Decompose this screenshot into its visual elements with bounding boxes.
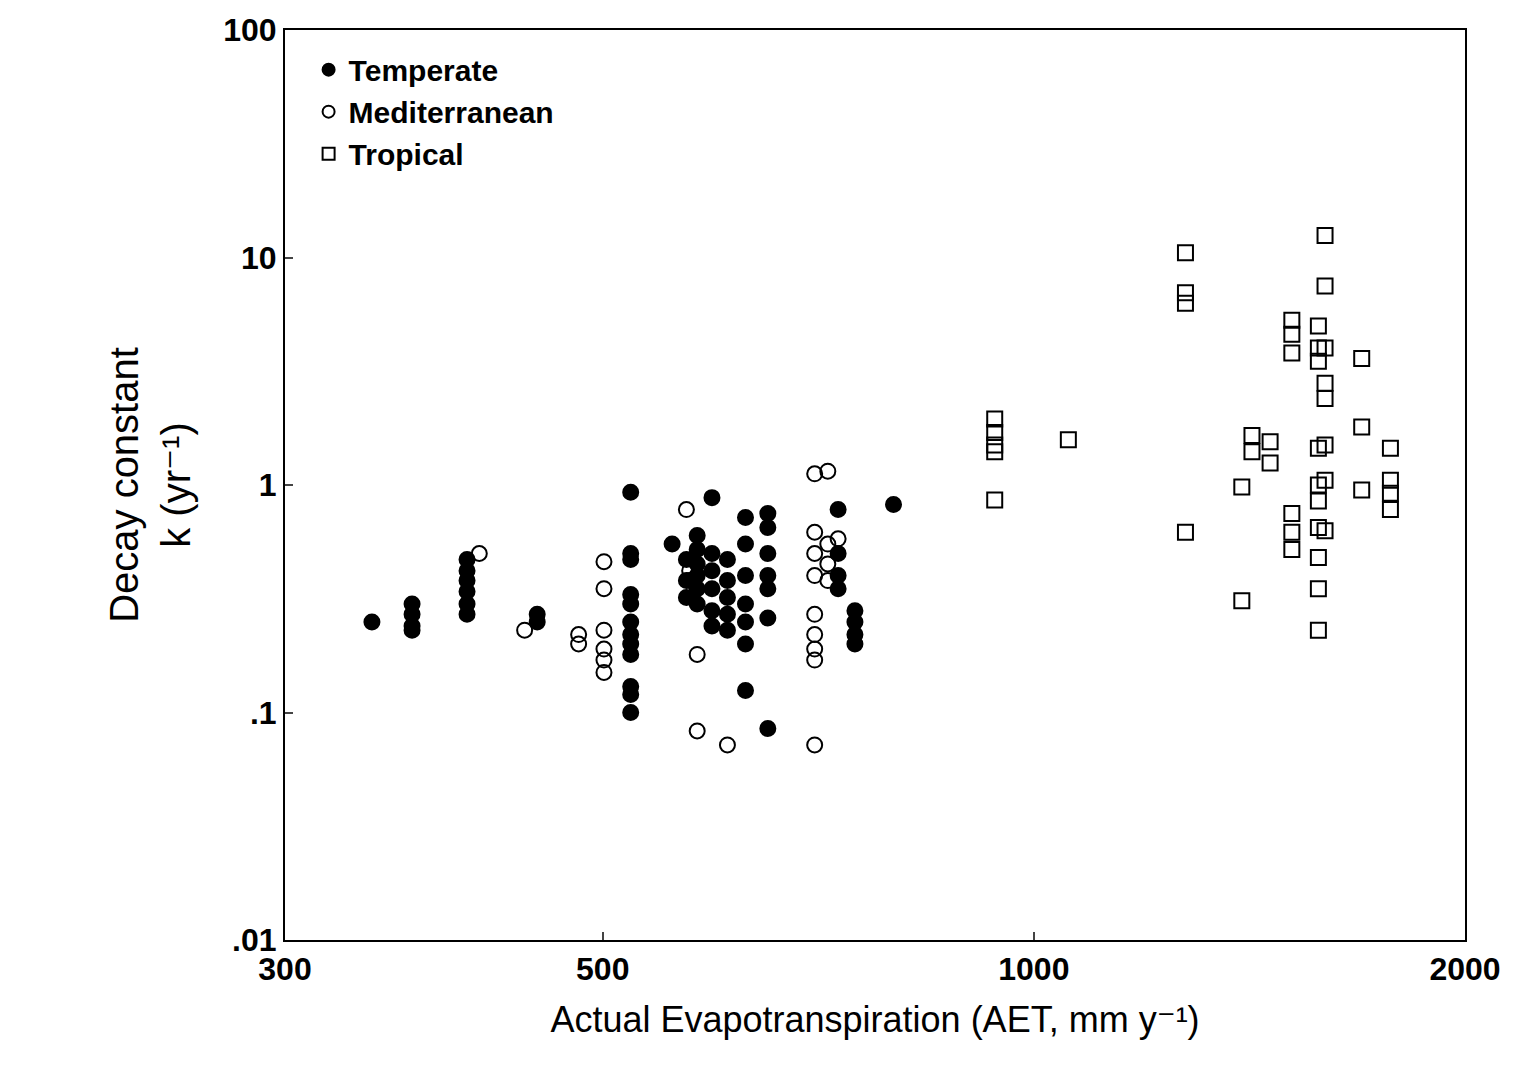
svg-text:100: 100 [223,12,276,48]
svg-text:300: 300 [258,951,311,987]
svg-text:Decay constantk (yr⁻¹): Decay constantk (yr⁻¹) [102,347,198,623]
svg-text:10: 10 [241,240,277,276]
svg-text:Temperate: Temperate [349,54,499,87]
svg-text:500: 500 [576,951,629,987]
svg-text:.1: .1 [250,695,277,731]
svg-text:Mediterranean: Mediterranean [349,96,554,129]
svg-text:.01: .01 [232,922,276,958]
svg-text:1000: 1000 [998,951,1069,987]
svg-text:2000: 2000 [1429,951,1500,987]
svg-text:Tropical: Tropical [349,138,464,171]
svg-text:1: 1 [259,467,277,503]
svg-text:Actual Evapotranspiration (AET: Actual Evapotranspiration (AET, mm y⁻¹) [550,999,1199,1040]
